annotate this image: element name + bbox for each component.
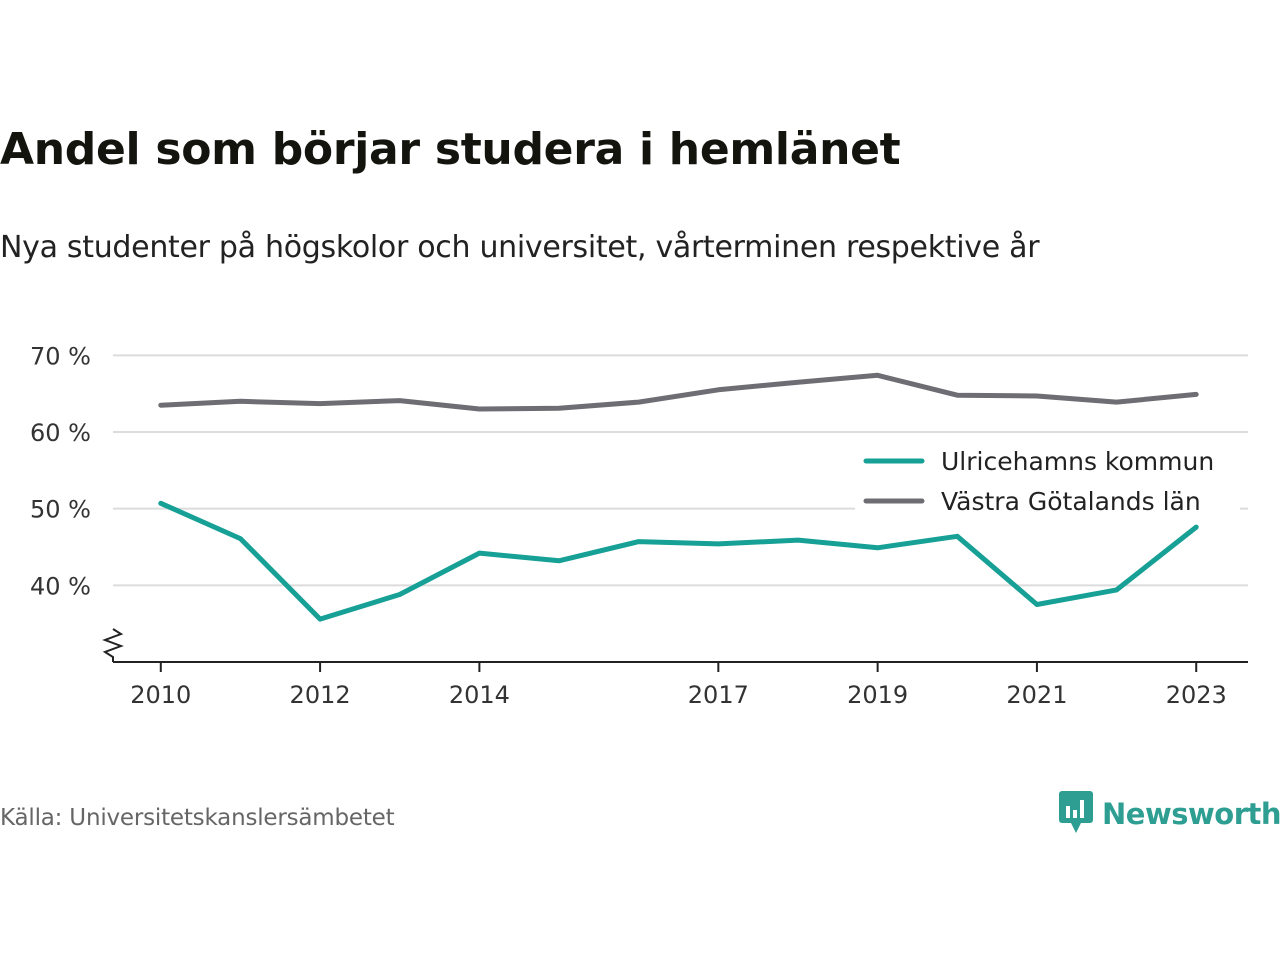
y-tick-label: 60 %: [30, 419, 91, 447]
newsworthy-logo-icon: [1058, 790, 1094, 838]
y-tick-label: 70 %: [30, 342, 91, 370]
axes: 40 % 50 % 60 % 70 % 2010 2012 2014 2017 2019 2021…: [30, 342, 1248, 709]
x-tick-label: 2023: [1166, 681, 1227, 709]
x-tick-label: 2010: [130, 681, 191, 709]
source-note: Källa: Universitetskanslersämbetet: [0, 805, 395, 831]
legend: Ulricehamns kommun Västra Götalands län: [855, 435, 1240, 517]
x-tick-label: 2019: [847, 681, 908, 709]
brand-name: Newsworthy: [1102, 797, 1280, 831]
axis-break-symbol: [102, 628, 124, 662]
x-tick-label: 2014: [449, 681, 510, 709]
x-tick-label: 2017: [688, 681, 749, 709]
series-line: [158, 372, 1199, 412]
x-tick-label: 2021: [1006, 681, 1067, 709]
legend-label: Västra Götalands län: [941, 487, 1201, 516]
legend-label: Ulricehamns kommun: [941, 447, 1214, 476]
series-line: [158, 500, 1199, 622]
y-tick-label: 50 %: [30, 496, 91, 524]
chart-subtitle: Nya studenter på högskolor och universit…: [0, 230, 1040, 265]
brand-logo: Newsworthy: [1058, 790, 1280, 838]
series-lines: [158, 372, 1199, 622]
y-tick-label: 40 %: [30, 572, 91, 600]
x-tick-label: 2012: [290, 681, 351, 709]
chart-title: Andel som börjar studera i hemlänet: [0, 124, 901, 175]
